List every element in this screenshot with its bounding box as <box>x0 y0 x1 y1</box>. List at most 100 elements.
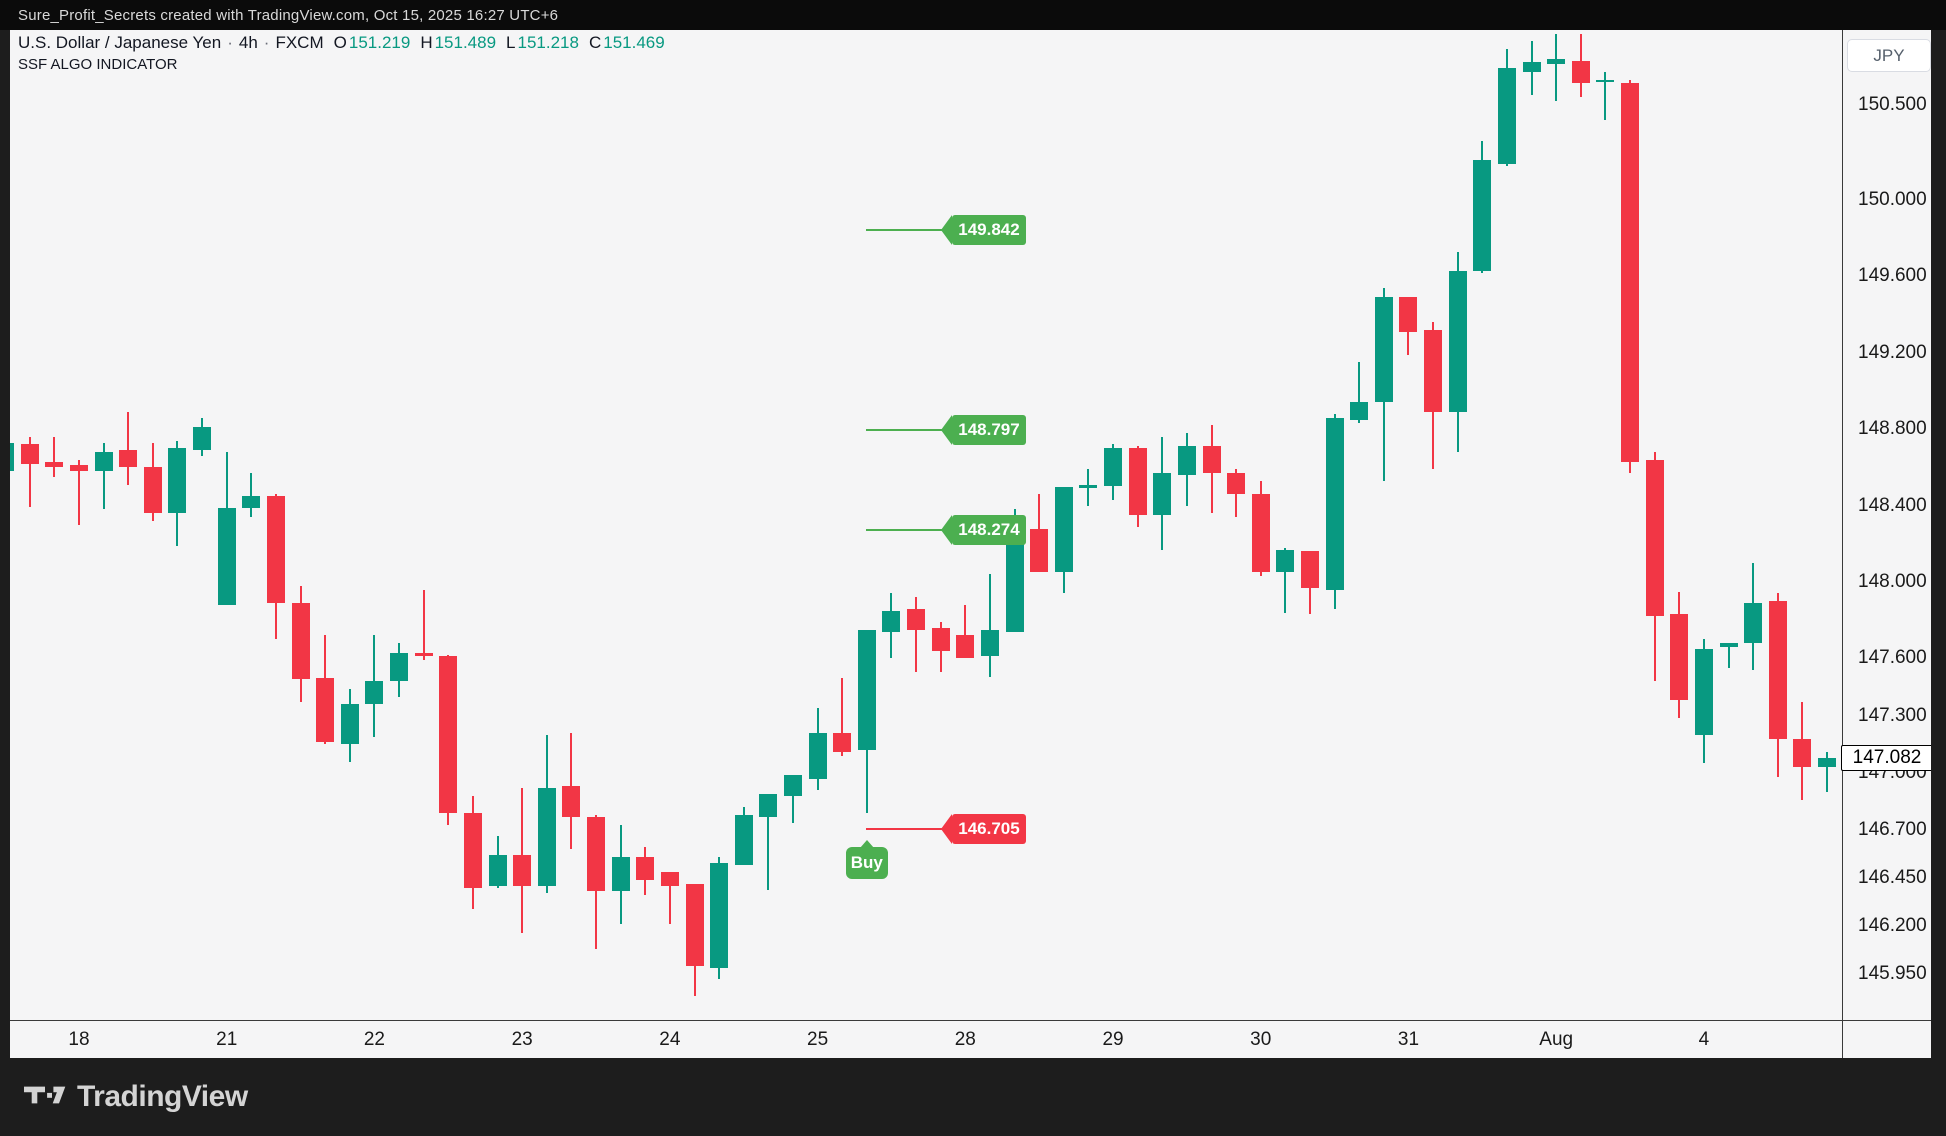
ohlc-high-value: 151.489 <box>434 33 497 52</box>
candle-body <box>931 627 950 651</box>
indicator-level-line <box>866 828 943 831</box>
candle-body <box>168 448 187 514</box>
candle-body <box>20 444 39 464</box>
ohlc-low: L 151.218 <box>506 33 579 52</box>
candle-body <box>1793 738 1812 768</box>
level-label-arrow-icon <box>941 414 952 445</box>
level-label-arrow-icon <box>941 514 952 545</box>
indicator-level-line <box>866 528 943 531</box>
time-axis-label: 4 <box>1698 1029 1710 1050</box>
time-axis-separator <box>10 1020 1931 1021</box>
symbol-row: U.S. Dollar / Japanese Yen · 4h · FXCM O 151.2… <box>18 33 665 53</box>
candle-wick <box>915 597 918 672</box>
candle-body <box>365 681 384 705</box>
candle-body <box>10 442 15 472</box>
tradingview-logo-icon <box>24 1082 66 1113</box>
level-label-value: 148.797 <box>952 414 1026 445</box>
symbol-title[interactable]: U.S. Dollar / Japanese Yen <box>18 33 222 52</box>
candle-body <box>1079 484 1098 489</box>
candle-body <box>1694 648 1713 735</box>
candle-body <box>217 507 236 605</box>
price-axis-tick: 145.950 <box>1858 962 1927 984</box>
candle-body <box>1251 494 1270 573</box>
candle-body <box>734 815 753 865</box>
candle-body <box>1522 62 1541 73</box>
time-axis-label: 21 <box>216 1029 238 1050</box>
indicator-level-label: 149.842 <box>941 215 1026 246</box>
candle-body <box>587 816 606 892</box>
candle-body <box>1030 528 1049 573</box>
plot-area[interactable]: 149.842 148.797 148.274 146.705 Buy <box>10 30 1842 1020</box>
price-axis-tick: 150.000 <box>1858 189 1927 210</box>
tradingview-logo-text: TradingView <box>77 1080 248 1113</box>
indicator-level-label: 148.274 <box>941 514 1026 545</box>
ohlc-values: O 151.219 H 151.489 L 151.218 C 151.469 <box>324 33 665 52</box>
interval-label[interactable]: 4h <box>238 33 258 52</box>
candle-wick <box>78 459 80 525</box>
candle-wick <box>1284 547 1287 613</box>
tradingview-logo[interactable]: TradingView <box>24 1080 248 1114</box>
chart-panel[interactable]: 149.842 148.797 148.274 146.705 Buy 150.500… <box>10 30 1931 1058</box>
candle-body <box>242 496 261 508</box>
candle-wick <box>250 473 253 518</box>
candle-body <box>857 629 876 751</box>
candle-body <box>636 857 655 880</box>
candle-wick <box>791 774 794 823</box>
candle-body <box>1054 486 1073 573</box>
time-axis-label: 28 <box>954 1029 976 1050</box>
candle-body <box>463 813 482 888</box>
candle-body <box>1104 448 1123 487</box>
candle-body <box>759 794 778 817</box>
indicator-level-line <box>866 229 943 232</box>
candle-body <box>1325 417 1344 590</box>
candle-body <box>193 427 212 451</box>
candle-body <box>1424 329 1443 412</box>
last-price-tag: 147.082 <box>1841 745 1931 772</box>
price-axis-tick: 149.600 <box>1858 265 1927 287</box>
candle-body <box>316 677 335 743</box>
candle-body <box>1202 446 1221 474</box>
ohlc-close-label: C <box>588 33 602 52</box>
candle-body <box>143 467 162 514</box>
candle-body <box>660 872 679 886</box>
candle-body <box>1547 58 1566 65</box>
indicator-level-line <box>866 428 943 431</box>
candle-body <box>1719 643 1738 647</box>
chart-header: U.S. Dollar / Japanese Yen · 4h · FXCM O 151.2… <box>18 33 665 73</box>
candle-body <box>1350 402 1369 420</box>
price-axis-tick: 148.400 <box>1858 494 1927 516</box>
candle-wick <box>668 872 671 924</box>
time-axis-label: 22 <box>363 1029 385 1050</box>
candle-body <box>1374 297 1393 403</box>
ohlc-high: H 151.489 <box>420 33 496 52</box>
candle-wick <box>102 442 105 510</box>
level-label-value: 149.842 <box>952 215 1026 246</box>
candle-wick <box>964 604 967 659</box>
candle-wick <box>988 574 991 678</box>
time-axis-label: 24 <box>659 1029 681 1050</box>
currency-button[interactable]: JPY <box>1847 39 1931 72</box>
candle-wick <box>1604 72 1607 120</box>
candle-body <box>1645 459 1664 617</box>
candle-body <box>291 603 310 680</box>
candle-wick <box>1358 362 1361 424</box>
candle-body <box>1818 757 1837 768</box>
candle-body <box>611 857 630 892</box>
candle-wick <box>767 794 770 890</box>
candle-body <box>710 862 729 968</box>
candle-body <box>488 855 507 886</box>
buy-signal-label: Buy <box>845 840 888 880</box>
price-axis-tick: 149.200 <box>1858 341 1927 363</box>
candle-body <box>1497 68 1516 164</box>
indicator-name[interactable]: SSF ALGO INDICATOR <box>18 56 178 73</box>
candle-wick <box>1555 33 1558 101</box>
ohlc-open-label: O <box>333 33 347 52</box>
candle-body <box>439 656 458 814</box>
time-axis-label: 23 <box>511 1029 533 1050</box>
candle-body <box>882 610 901 632</box>
price-axis-tick: 146.200 <box>1858 914 1927 936</box>
candle-wick <box>53 436 56 477</box>
candle-wick <box>841 677 844 756</box>
ohlc-low-value: 151.218 <box>517 33 579 52</box>
